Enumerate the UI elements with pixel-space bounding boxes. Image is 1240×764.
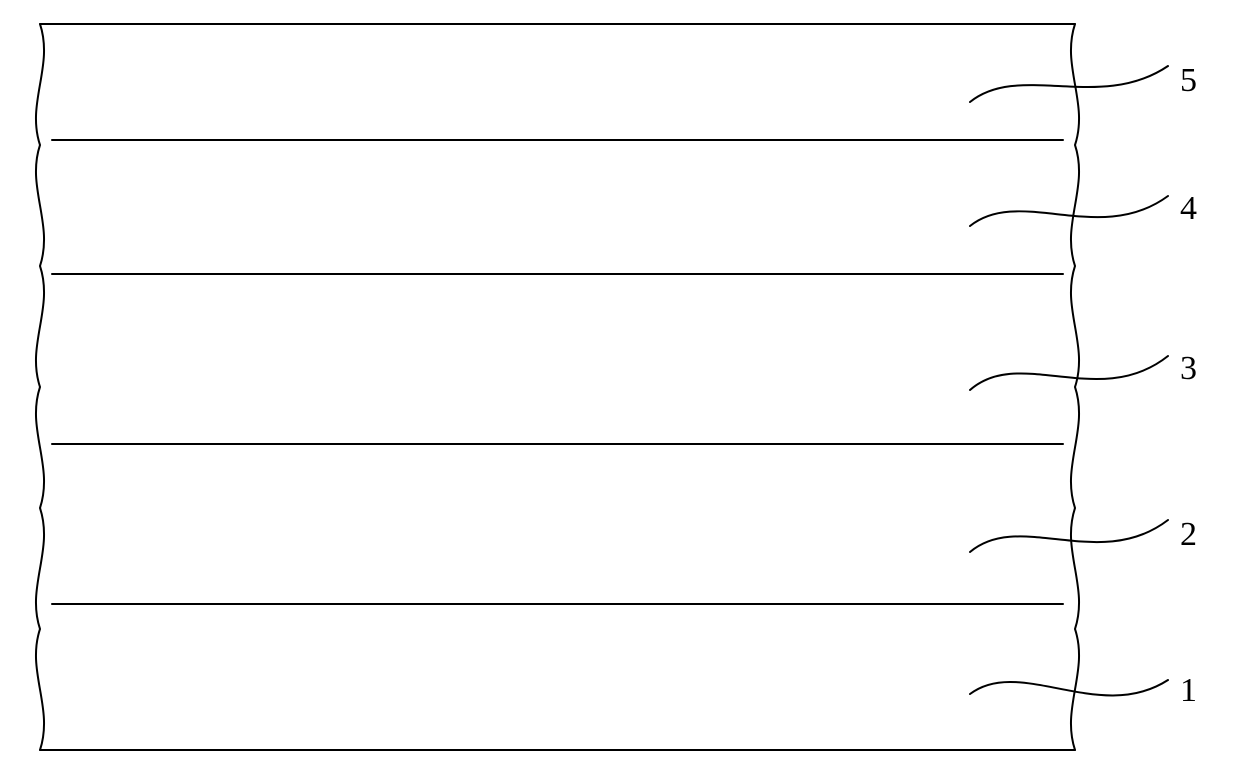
lead-line-4 [970, 196, 1168, 226]
lead-line-2 [970, 520, 1168, 552]
layer-label-5: 5 [1180, 62, 1197, 100]
diagram-left-wavy-edge [36, 24, 44, 750]
layer-label-3: 3 [1180, 350, 1197, 388]
diagram-stage: 5 4 3 2 1 [0, 0, 1240, 764]
lead-line-5 [970, 66, 1168, 102]
layer-diagram-svg [0, 0, 1240, 764]
layer-label-2: 2 [1180, 516, 1197, 554]
diagram-right-wavy-edge [1071, 24, 1079, 750]
layer-label-4: 4 [1180, 190, 1197, 228]
lead-line-1 [970, 680, 1168, 695]
lead-line-3 [970, 356, 1168, 390]
layer-label-1: 1 [1180, 672, 1197, 710]
